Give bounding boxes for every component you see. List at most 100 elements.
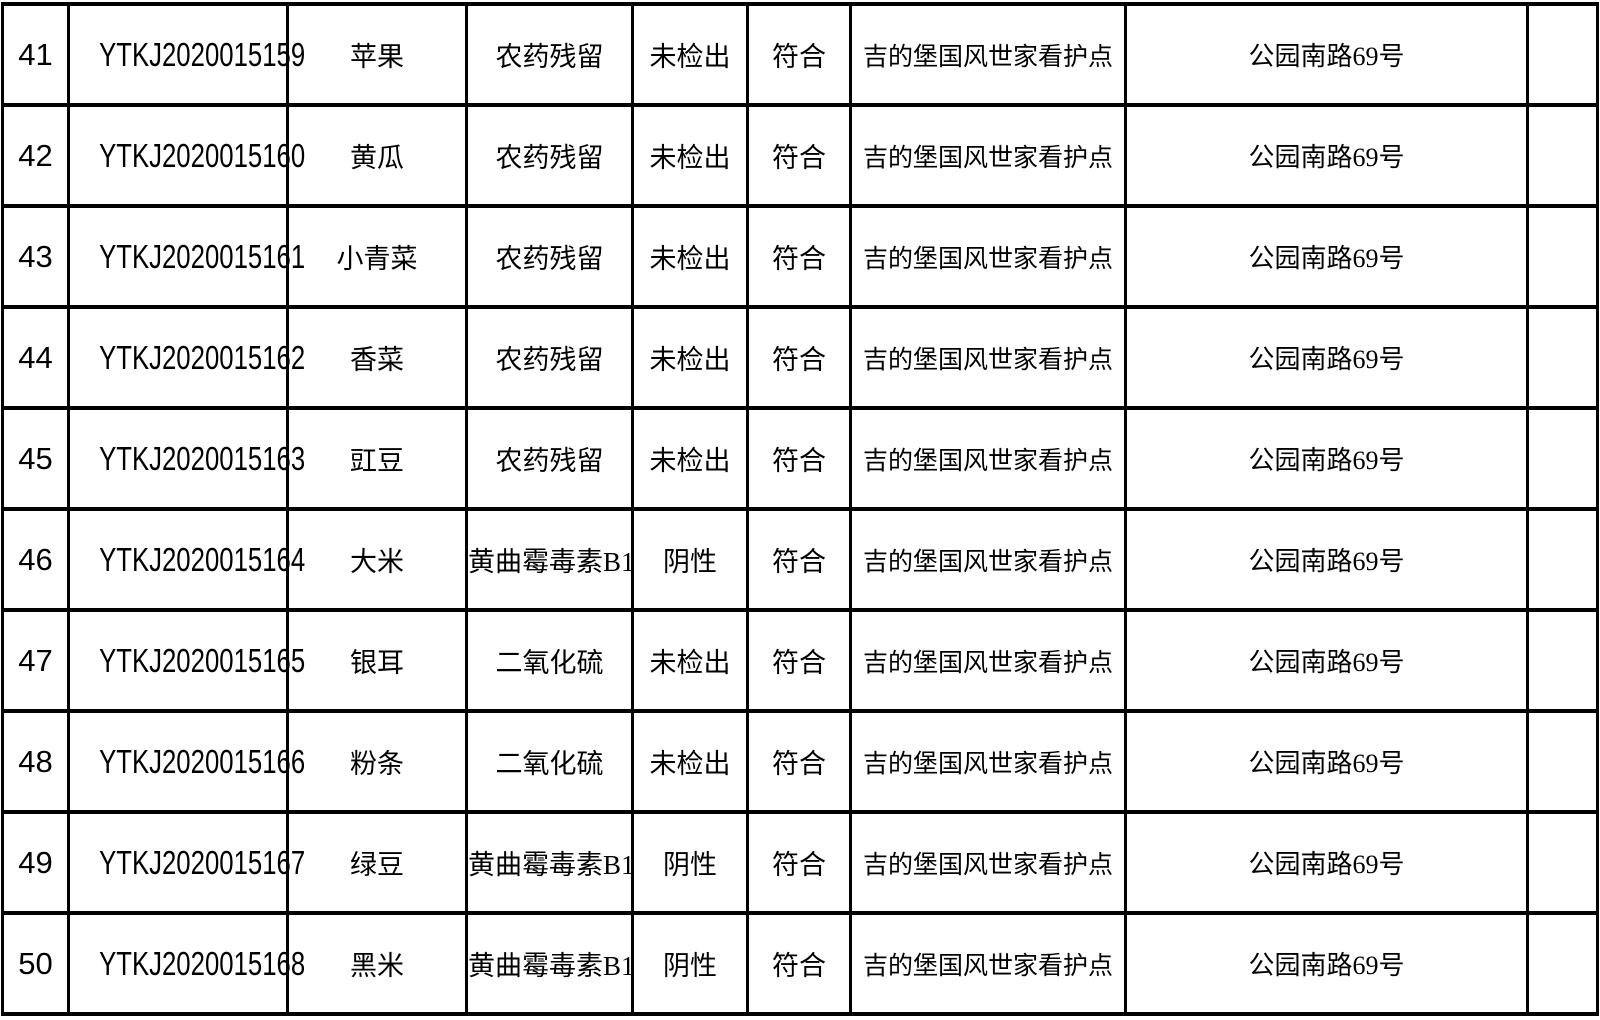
cell-test-item: 农药残留 [465, 406, 634, 511]
cell-sampling-site: 吉的堡国风世家看护点 [849, 709, 1127, 814]
cell-result: 未检出 [631, 406, 749, 511]
cell-sample-id: YTKJ2020015160 [67, 103, 305, 208]
cell-address: 公园南路69号 [1124, 810, 1529, 915]
cell-sample-id: YTKJ2020015165 [67, 608, 305, 713]
cell-sample-name: 粉条 [286, 709, 468, 814]
table-row: 43 YTKJ2020015161 小青菜 农药残留 未检出 符合 吉的堡国风世… [1, 204, 1599, 309]
cell-sequence-number: 44 [1, 305, 70, 410]
cell-result: 未检出 [631, 2, 749, 107]
cell-sample-id: YTKJ2020015164 [67, 507, 305, 612]
cell-sampling-site: 吉的堡国风世家看护点 [849, 810, 1127, 915]
cell-sample-id: YTKJ2020015163 [67, 406, 305, 511]
cell-result: 阴性 [631, 911, 749, 1016]
cell-test-item: 农药残留 [465, 103, 634, 208]
cell-conclusion: 符合 [746, 608, 852, 713]
cell-sampling-site: 吉的堡国风世家看护点 [849, 911, 1127, 1016]
cell-test-item: 农药残留 [465, 2, 634, 107]
cell-address: 公园南路69号 [1124, 2, 1529, 107]
cell-sequence-number: 41 [1, 2, 70, 107]
table-row: 50 YTKJ2020015168 黑米 黄曲霉毒素B1 阴性 符合 吉的堡国风… [1, 911, 1599, 1016]
cell-extra-empty [1526, 911, 1599, 1016]
table-row: 48 YTKJ2020015166 粉条 二氧化硫 未检出 符合 吉的堡国风世家… [1, 709, 1599, 814]
table-row: 41 YTKJ2020015159 苹果 农药残留 未检出 符合 吉的堡国风世家… [1, 2, 1599, 107]
cell-sample-name: 苹果 [286, 2, 468, 107]
cell-sample-id: YTKJ2020015162 [67, 305, 305, 410]
cell-extra-empty [1526, 204, 1599, 309]
cell-extra-empty [1526, 608, 1599, 713]
table-row: 42 YTKJ2020015160 黄瓜 农药残留 未检出 符合 吉的堡国风世家… [1, 103, 1599, 208]
cell-sample-name: 黑米 [286, 911, 468, 1016]
cell-address: 公园南路69号 [1124, 204, 1529, 309]
cell-sample-name: 大米 [286, 507, 468, 612]
cell-extra-empty [1526, 103, 1599, 208]
cell-extra-empty [1526, 305, 1599, 410]
sample-id-text: YTKJ2020015160 [99, 136, 306, 174]
cell-sampling-site: 吉的堡国风世家看护点 [849, 103, 1127, 208]
cell-sampling-site: 吉的堡国风世家看护点 [849, 2, 1127, 107]
cell-sequence-number: 43 [1, 204, 70, 309]
cell-sequence-number: 45 [1, 406, 70, 511]
sample-id-text: YTKJ2020015168 [99, 944, 306, 982]
cell-sample-id: YTKJ2020015159 [67, 2, 305, 107]
cell-sample-name: 黄瓜 [286, 103, 468, 208]
table-row: 46 YTKJ2020015164 大米 黄曲霉毒素B1 阴性 符合 吉的堡国风… [1, 507, 1599, 612]
cell-conclusion: 符合 [746, 810, 852, 915]
cell-extra-empty [1526, 709, 1599, 814]
cell-sampling-site: 吉的堡国风世家看护点 [849, 204, 1127, 309]
table-row: 49 YTKJ2020015167 绿豆 黄曲霉毒素B1 阴性 符合 吉的堡国风… [1, 810, 1599, 915]
cell-conclusion: 符合 [746, 204, 852, 309]
cell-address: 公园南路69号 [1124, 103, 1529, 208]
cell-sample-name: 绿豆 [286, 810, 468, 915]
cell-test-item: 二氧化硫 [465, 608, 634, 713]
cell-sample-name: 银耳 [286, 608, 468, 713]
cell-conclusion: 符合 [746, 911, 852, 1016]
sample-id-text: YTKJ2020015161 [99, 237, 306, 275]
cell-test-item: 黄曲霉毒素B1 [465, 810, 635, 915]
cell-test-item: 农药残留 [465, 305, 634, 410]
cell-extra-empty [1526, 406, 1599, 511]
cell-sequence-number: 48 [1, 709, 70, 814]
cell-result: 未检出 [631, 103, 749, 208]
cell-address: 公园南路69号 [1124, 709, 1529, 814]
cell-conclusion: 符合 [746, 406, 852, 511]
sample-id-text: YTKJ2020015166 [99, 742, 306, 780]
cell-result: 未检出 [631, 608, 749, 713]
cell-address: 公园南路69号 [1124, 608, 1529, 713]
cell-address: 公园南路69号 [1124, 305, 1529, 410]
sample-id-text: YTKJ2020015159 [99, 35, 306, 73]
sample-id-text: YTKJ2020015167 [99, 843, 306, 881]
cell-sampling-site: 吉的堡国风世家看护点 [849, 305, 1127, 410]
cell-sample-id: YTKJ2020015166 [67, 709, 305, 814]
cell-test-item: 黄曲霉毒素B1 [465, 911, 635, 1016]
cell-address: 公园南路69号 [1124, 911, 1529, 1016]
cell-address: 公园南路69号 [1124, 507, 1529, 612]
cell-extra-empty [1526, 810, 1599, 915]
cell-extra-empty [1526, 2, 1599, 107]
cell-result: 未检出 [631, 305, 749, 410]
cell-test-item: 二氧化硫 [465, 709, 634, 814]
cell-sequence-number: 42 [1, 103, 70, 208]
sample-id-text: YTKJ2020015165 [99, 641, 306, 679]
cell-conclusion: 符合 [746, 709, 852, 814]
cell-sampling-site: 吉的堡国风世家看护点 [849, 406, 1127, 511]
cell-sequence-number: 49 [1, 810, 70, 915]
cell-result: 阴性 [631, 507, 749, 612]
cell-sample-name: 小青菜 [286, 204, 468, 309]
cell-sample-id: YTKJ2020015161 [67, 204, 305, 309]
cell-sequence-number: 50 [1, 911, 70, 1016]
cell-result: 阴性 [631, 810, 749, 915]
cell-address: 公园南路69号 [1124, 406, 1529, 511]
sample-id-text: YTKJ2020015164 [99, 540, 306, 578]
cell-sequence-number: 47 [1, 608, 70, 713]
cell-conclusion: 符合 [746, 305, 852, 410]
cell-sampling-site: 吉的堡国风世家看护点 [849, 608, 1127, 713]
cell-conclusion: 符合 [746, 103, 852, 208]
cell-sample-id: YTKJ2020015168 [67, 911, 305, 1016]
cell-sequence-number: 46 [1, 507, 70, 612]
sample-id-text: YTKJ2020015163 [99, 439, 306, 477]
cell-test-item: 黄曲霉毒素B1 [465, 507, 635, 612]
cell-test-item: 农药残留 [465, 204, 634, 309]
